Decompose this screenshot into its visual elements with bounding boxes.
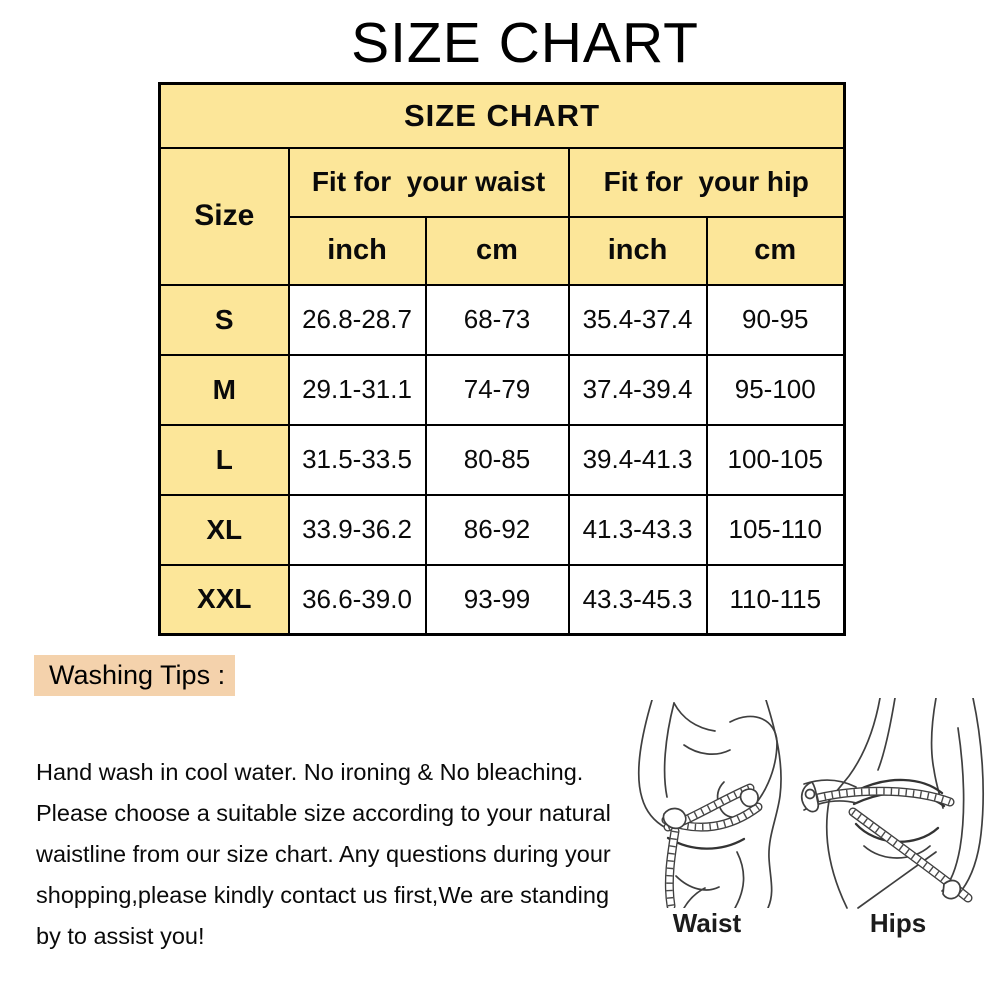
- column-group-hip: Fit for your hip: [567, 146, 846, 218]
- washing-tips-line: by to assist you!: [36, 923, 205, 949]
- cell-hip-cm: 105-110: [705, 493, 846, 566]
- row-label: XXL: [158, 563, 290, 636]
- cell-waist-inch: 26.8-28.7: [287, 283, 427, 356]
- cell-waist-inch: 29.1-31.1: [287, 353, 427, 426]
- cell-hip-inch: 37.4-39.4: [567, 353, 708, 426]
- cell-hip-inch: 43.3-45.3: [567, 563, 708, 636]
- cell-waist-cm: 93-99: [424, 563, 570, 636]
- cell-hip-inch: 39.4-41.3: [567, 423, 708, 496]
- table-units-row: inch cm inch cm: [160, 215, 846, 286]
- table-row-s: S 26.8-28.7 68-73 35.4-37.4 90-95: [158, 283, 846, 356]
- unit-header-hip-cm: cm: [705, 215, 846, 286]
- washing-tips-line: waistline from our size chart. Any quest…: [36, 841, 611, 867]
- column-group-waist: Fit for your waist: [287, 146, 570, 218]
- table-title-row: SIZE CHART: [158, 82, 846, 149]
- cell-hip-cm: 100-105: [705, 423, 846, 496]
- cell-hip-inch: 35.4-37.4: [567, 283, 708, 356]
- cell-hip-cm: 110-115: [705, 563, 846, 636]
- washing-tips-line: Hand wash in cool water. No ironing & No…: [36, 759, 584, 785]
- hips-measure-illustration: [800, 698, 984, 909]
- page-title: SIZE CHART: [351, 11, 699, 75]
- cell-waist-cm: 74-79: [424, 353, 570, 426]
- unit-header-hip-inch: inch: [567, 215, 708, 286]
- table-row-xxl: XXL 36.6-39.0 93-99 43.3-45.3 110-115: [158, 563, 846, 636]
- cell-waist-cm: 68-73: [424, 283, 570, 356]
- washing-tips-line: shopping,please kindly contact us first,…: [36, 882, 610, 908]
- cell-waist-cm: 80-85: [424, 423, 570, 496]
- table-group-header-row: Size Fit for your waist Fit for your hip: [158, 146, 846, 286]
- waist-figure-label: Waist: [672, 908, 742, 938]
- row-label: M: [158, 353, 290, 426]
- row-label: S: [158, 283, 290, 356]
- table-row-xl: XL 33.9-36.2 86-92 41.3-43.3 105-110: [158, 493, 846, 566]
- washing-tips-text: Hand wash in cool water. No ironing & No…: [36, 752, 636, 957]
- row-label: L: [158, 423, 290, 496]
- unit-header-waist-cm: cm: [424, 215, 570, 286]
- size-table: SIZE CHART Size Fit for your waist Fit f…: [158, 82, 847, 636]
- waist-measure-illustration: [637, 700, 782, 908]
- tape-measure-hips: [805, 786, 973, 903]
- tape-measure-waist: [661, 783, 763, 908]
- table-row-m: M 29.1-31.1 74-79 37.4-39.4 95-100: [158, 353, 846, 426]
- unit-header-waist-inch: inch: [287, 215, 427, 286]
- washing-tips-line: Please choose a suitable size according …: [36, 800, 611, 826]
- cell-waist-inch: 31.5-33.5: [287, 423, 427, 496]
- cell-waist-inch: 36.6-39.0: [287, 563, 427, 636]
- cell-waist-inch: 33.9-36.2: [287, 493, 427, 566]
- washing-tips-badge: Washing Tips :: [34, 655, 235, 696]
- table-row-l: L 31.5-33.5 80-85 39.4-41.3 100-105: [158, 423, 846, 496]
- cell-waist-cm: 86-92: [424, 493, 570, 566]
- cell-hip-inch: 41.3-43.3: [567, 493, 708, 566]
- cell-hip-cm: 90-95: [705, 283, 846, 356]
- column-header-size: Size: [158, 146, 290, 286]
- hips-figure-label: Hips: [869, 908, 927, 938]
- cell-hip-cm: 95-100: [705, 353, 846, 426]
- row-label: XL: [158, 493, 290, 566]
- table-title: SIZE CHART: [158, 82, 846, 149]
